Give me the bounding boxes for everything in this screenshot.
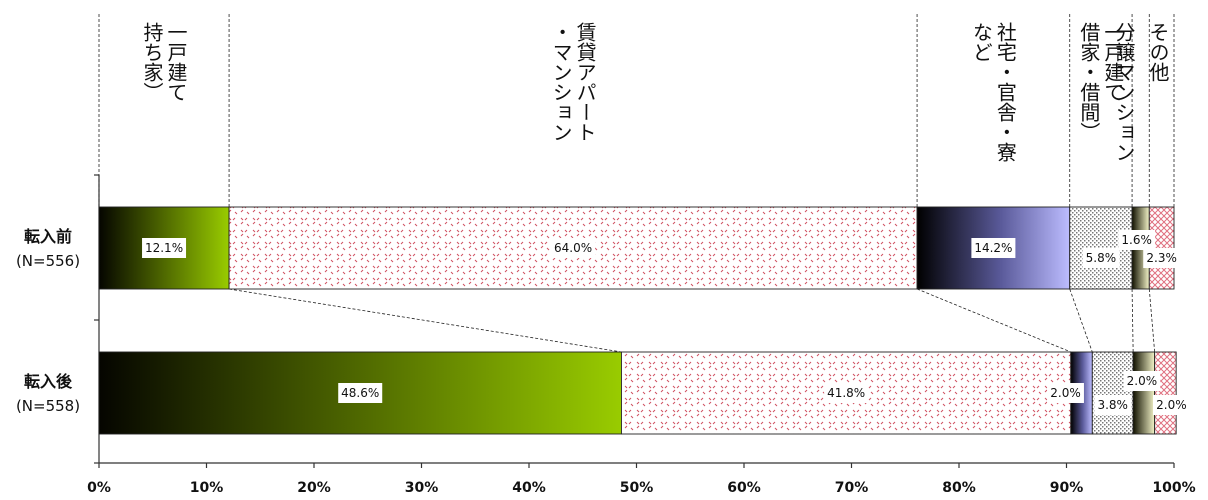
connector-line [916,288,1071,353]
column-header: など [969,22,993,62]
data-label-box [142,238,187,258]
x-tick-label: 70% [835,480,869,496]
x-tick-label: 0% [87,480,111,496]
data-label-box [338,383,383,403]
data-label-box [1118,230,1156,250]
data-label-box [1123,371,1161,391]
data-label-box [1143,248,1181,268]
data-label-box [824,383,869,403]
column-header: 持ち家） [140,22,164,102]
data-label: 2.0% [1050,386,1081,400]
category-label: 転入前 [24,227,72,246]
category-sample-size: (N=558) [16,397,80,415]
column-header: 社宅・官舎・寮 [993,22,1017,162]
data-label-box [1153,395,1190,415]
data-label-box [971,238,1016,258]
x-tick-label: 100% [1152,480,1195,496]
x-tick-label: 30% [405,480,439,496]
data-label: 1.6% [1121,233,1152,247]
x-tick-label: 50% [620,480,654,496]
x-tick-label: 80% [942,480,976,496]
data-label-box [1082,248,1120,268]
column-header: 賃貸アパート [573,22,597,142]
data-label: 12.1% [145,241,183,255]
column-header: 借家・借間） [1077,22,1101,142]
axis-layer: 0% 10% 20% 30% 40% 50% 60% 70% 80% 90% 100% 転入前 (N=5… [16,174,1196,496]
x-tick-label: 60% [727,480,761,496]
data-label-box [1047,383,1084,403]
column-header: ・マンション [549,22,573,142]
x-tick-label: 40% [512,480,546,496]
data-label-box [1094,395,1132,415]
x-tick-label: 20% [297,480,331,496]
data-label: 5.8% [1086,251,1117,265]
column-header: その他 [1146,22,1170,82]
data-label: 14.2% [974,241,1012,255]
category-sample-size: (N=556) [16,252,80,270]
data-label: 48.6% [341,386,379,400]
bar-segment [1091,351,1134,435]
connector-line [1131,288,1134,353]
bar-segment [1132,351,1156,435]
column-header: 一戸建て [1101,22,1125,102]
data-label: 2.3% [1146,251,1177,265]
data-label: 64.0% [554,241,592,255]
connector-line [229,288,622,353]
column-header: 一戸建て [164,22,188,102]
data-label: 2.0% [1156,398,1187,412]
x-tick-label: 90% [1050,480,1084,496]
x-tick-label: 10% [190,480,224,496]
data-label: 3.8% [1097,398,1128,412]
data-label: 2.0% [1127,374,1158,388]
data-label-layer: 12.1% 48.6% 64.0% 41.8% 14.2% 2.0% 5.8% 3.8% 1.6… [142,230,1190,415]
connector-lines [229,288,1156,353]
data-label: 41.8% [827,386,865,400]
data-label-box [551,238,596,258]
connector-line [1069,288,1093,353]
connector-line [1148,288,1156,353]
bar-segment [1154,351,1177,435]
category-label: 転入後 [24,372,73,391]
